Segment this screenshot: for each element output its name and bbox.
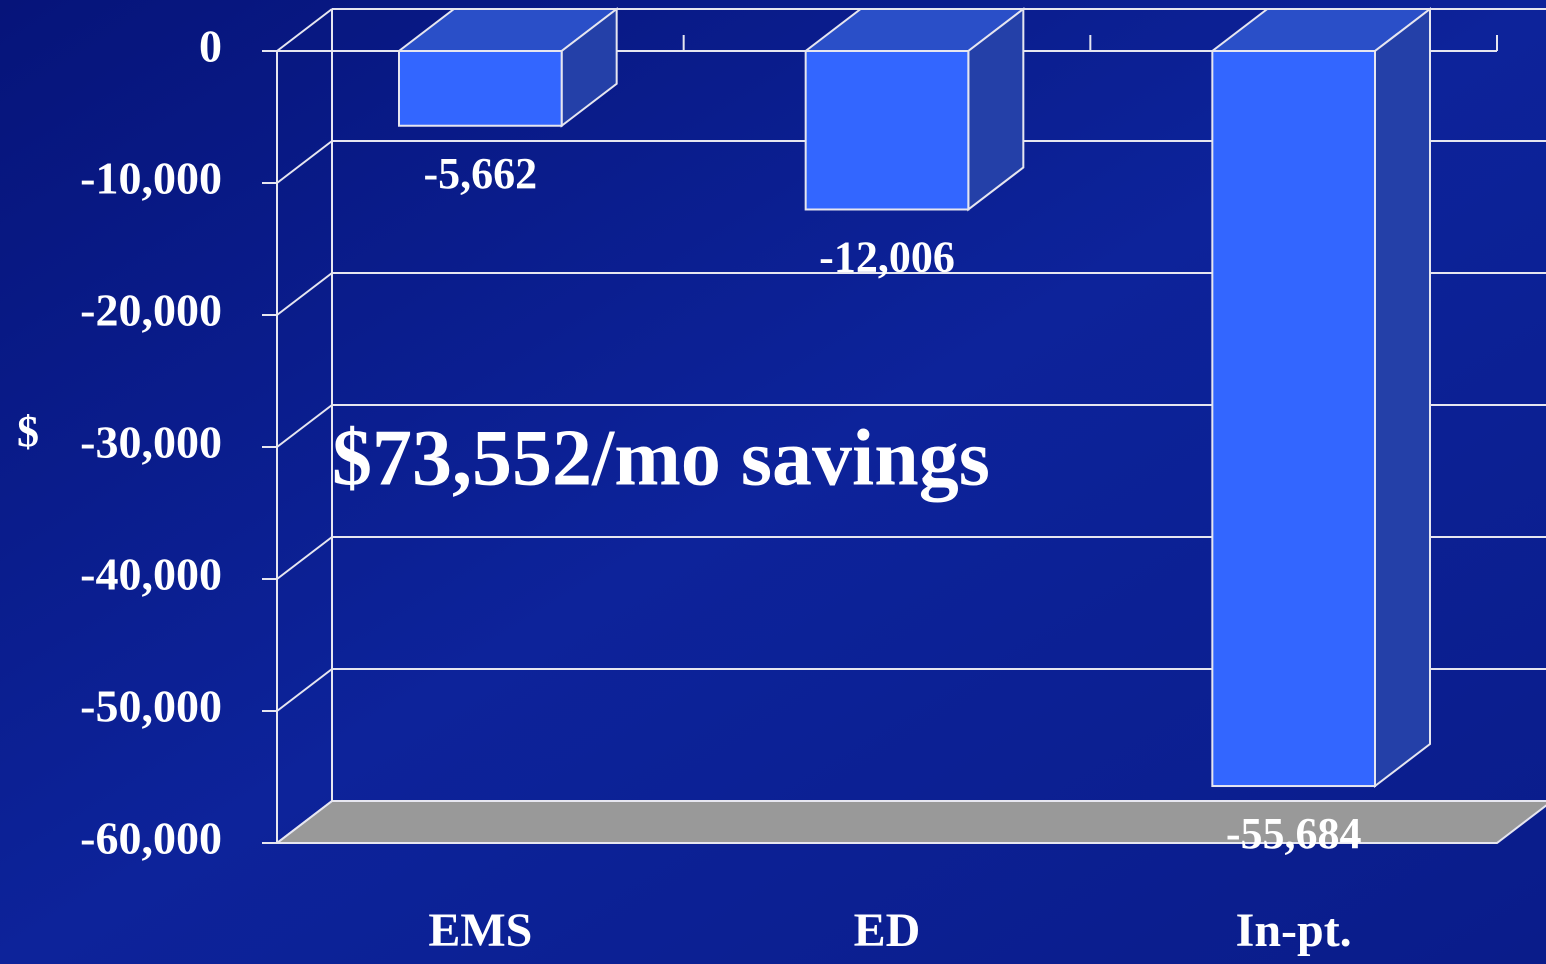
x-tick-label: ED	[854, 904, 921, 957]
grid-line-side	[276, 536, 333, 580]
bar-side	[1374, 6, 1431, 789]
y-tick-label: -60,000	[80, 813, 222, 864]
y-tick-label: -30,000	[80, 417, 222, 468]
y-tick-label: -20,000	[80, 285, 222, 336]
bar	[804, 50, 970, 211]
x-tick-label: In-pt.	[1236, 904, 1352, 957]
grid-line-side	[276, 8, 333, 52]
y-tick-label: -10,000	[80, 153, 222, 204]
grid-line-side	[276, 668, 333, 712]
bar	[1211, 50, 1377, 788]
plot-area	[262, 6, 1546, 844]
grid-line-side	[276, 140, 333, 184]
bar	[398, 50, 563, 127]
value-label: -55,684	[1226, 809, 1362, 858]
grid-line-side	[276, 800, 333, 844]
y-axis-label: $	[17, 407, 39, 456]
grid-line-side	[276, 272, 333, 316]
y-tick-label: -50,000	[80, 681, 222, 732]
grid-line-side	[276, 404, 333, 448]
annotation: $73,552/mo savings	[332, 414, 990, 502]
y-tick-label: 0	[199, 21, 222, 72]
y-tick-label: -40,000	[80, 549, 222, 600]
value-label: -12,006	[819, 233, 955, 282]
x-tick-label: EMS	[428, 904, 532, 957]
value-label: -5,662	[424, 149, 538, 198]
